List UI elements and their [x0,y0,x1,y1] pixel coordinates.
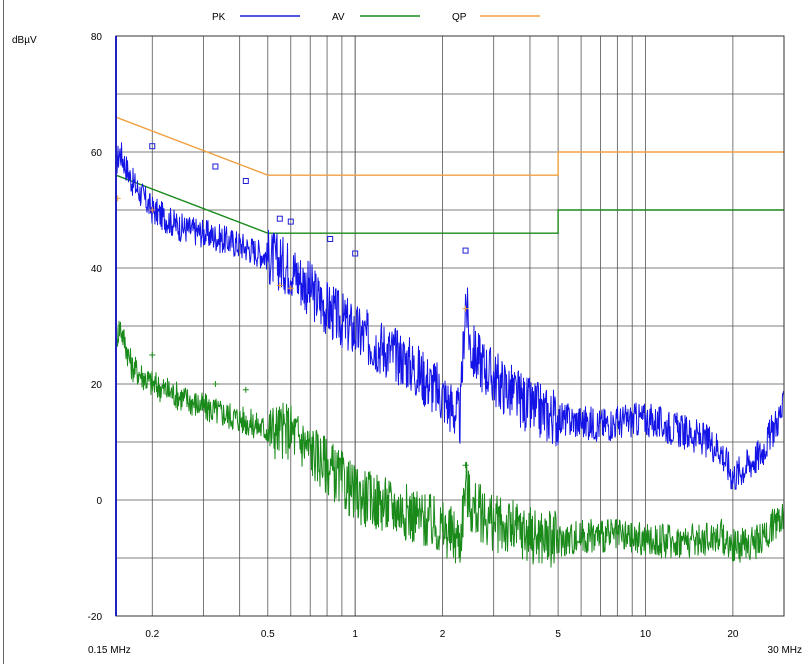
legend: PK AV QP [212,12,540,23]
x-tick-label: 0.15 MHz [88,645,131,656]
marker-pk [462,247,469,254]
y-axis-label: dBµV [12,35,37,46]
series-line-pk [115,142,785,490]
marker-pk [287,218,294,225]
y-tick-label: 80 [91,32,103,43]
marker-av [212,381,219,387]
marker-av [242,386,249,393]
limit-lines [115,116,784,234]
x-tick-label: 1 [352,629,358,640]
y-tick-label: 0 [96,496,102,507]
series-line-av [115,320,785,568]
y-tick-label: 20 [91,380,103,391]
marker-qp [462,305,469,312]
limit-line-av [115,174,784,234]
marker-pk [149,143,156,150]
marker-qp [287,285,294,292]
x-tick-label: 30 MHz [768,645,802,656]
x-tick-label: 20 [727,629,739,640]
marker-av [462,462,469,469]
marker-pk [212,163,219,170]
x-tick-label: 0.2 [145,629,159,640]
axes: -20 0 20 40 60 80 0.15 MHz 0.2 0.5 1 2 5 10 20 30 MHz [88,32,802,656]
marker-pk [327,236,334,242]
series-lines [115,142,785,568]
x-tick-label: 5 [555,629,561,640]
marker-av [149,352,156,358]
y-tick-label: -20 [88,612,103,623]
x-tick-label: 2 [440,629,446,640]
markers [114,143,469,469]
x-tick-label: 10 [640,629,652,640]
legend-label-av: AV [332,12,345,23]
y-tick-label: 60 [91,148,103,159]
limit-line-qp [115,116,784,176]
marker-qp [149,207,156,213]
marker-pk [242,178,249,184]
legend-label-pk: PK [212,12,226,23]
y-tick-label: 40 [91,264,103,275]
marker-qp [276,282,283,289]
x-tick-label: 0.5 [261,629,275,640]
left-frame-line [3,0,4,664]
marker-pk [276,215,283,222]
legend-label-qp: QP [452,12,467,23]
marker-pk [352,250,359,257]
